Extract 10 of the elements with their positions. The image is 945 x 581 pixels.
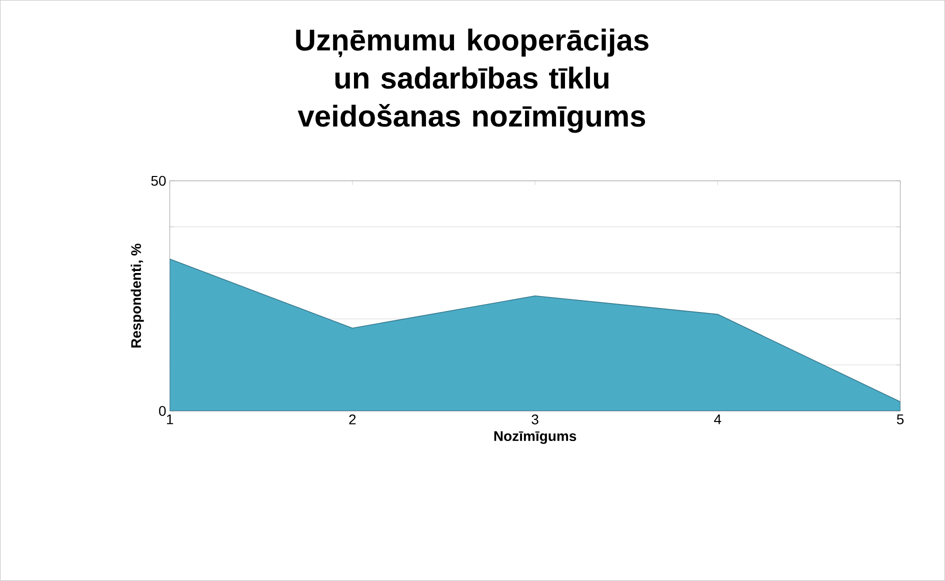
chart-title: Uzņēmumu kooperācijas un sadarbības tīklu veidošanas nozīmīgums [296,28,648,133]
y-tick-label: 50 [151,176,166,186]
x-tick-label: 4 [714,414,722,424]
x-tick-label: 3 [532,414,538,425]
x-tick-label: 1 [166,414,174,424]
x-axis-title: Nozīmīgums [494,431,576,444]
y-tick-label: 0 [159,406,166,416]
y-axis-title: Respondenti, % [130,244,144,348]
x-tick-label: 5 [896,414,904,424]
x-tick-label: 2 [349,414,356,424]
